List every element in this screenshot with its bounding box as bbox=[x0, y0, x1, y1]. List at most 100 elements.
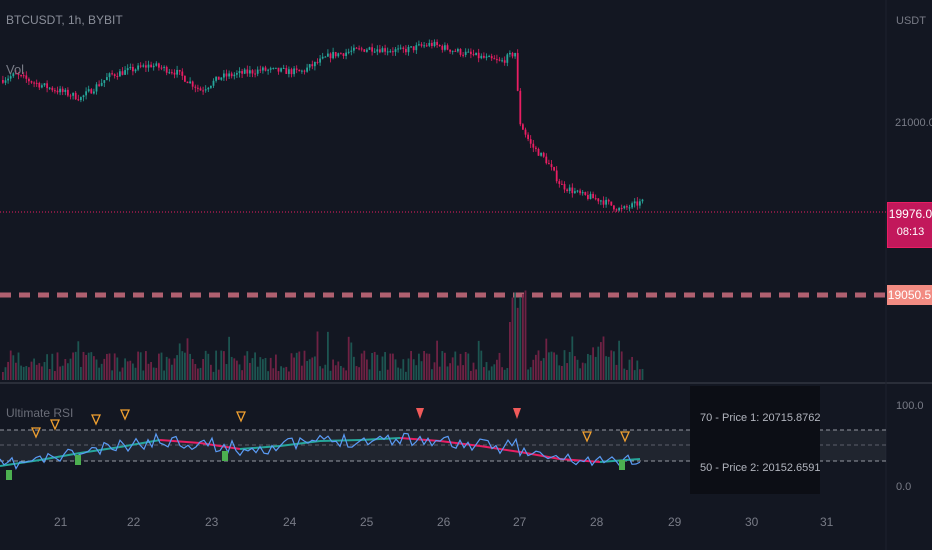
volume-bar bbox=[433, 362, 436, 380]
candle-body bbox=[540, 152, 542, 156]
volume-bar bbox=[496, 359, 498, 380]
volume-bar bbox=[160, 352, 163, 380]
candle-body bbox=[64, 89, 67, 92]
candle-body bbox=[74, 92, 77, 100]
date-label: 21 bbox=[54, 515, 68, 529]
candle-body bbox=[56, 90, 59, 93]
candle-body bbox=[613, 205, 615, 210]
candle-body bbox=[256, 69, 259, 74]
volume-bar bbox=[441, 351, 444, 380]
volume-bar bbox=[347, 336, 350, 380]
rsi-pane-title[interactable]: Ultimate RSI bbox=[6, 406, 74, 420]
candle-body bbox=[197, 87, 199, 89]
candle-body bbox=[158, 63, 160, 68]
volume-bar bbox=[626, 369, 628, 380]
volume-pane-title[interactable]: Vol bbox=[6, 62, 25, 77]
candle-body bbox=[85, 91, 87, 96]
candle-body bbox=[636, 201, 639, 206]
candle-body bbox=[150, 64, 152, 68]
volume-bar bbox=[197, 368, 199, 380]
volume-bar bbox=[451, 357, 454, 380]
candle-body bbox=[272, 67, 275, 69]
candle-body bbox=[311, 64, 314, 67]
candle-body bbox=[7, 78, 9, 81]
candle-body bbox=[277, 67, 280, 72]
candle-body bbox=[129, 66, 132, 69]
volume-bar bbox=[394, 359, 397, 380]
candle-body bbox=[537, 148, 540, 156]
date-label: 23 bbox=[205, 515, 219, 529]
volume-bar bbox=[345, 370, 347, 380]
volume-bar bbox=[332, 359, 334, 380]
candle-body bbox=[249, 70, 251, 74]
volume-bar bbox=[610, 350, 613, 380]
candle-body bbox=[550, 164, 553, 168]
candle-body bbox=[496, 59, 498, 61]
candle-body bbox=[308, 64, 311, 68]
candle-body bbox=[95, 84, 98, 92]
candle-body bbox=[259, 69, 262, 71]
volume-bar bbox=[467, 353, 470, 380]
volume-bar bbox=[134, 367, 137, 380]
volume-bar bbox=[407, 358, 410, 380]
candle-body bbox=[353, 47, 355, 51]
info-line-1: 70 - Price 1: 20715.8762 bbox=[700, 412, 821, 424]
volume-bar bbox=[579, 368, 581, 380]
candle-body bbox=[412, 46, 415, 51]
candle-body bbox=[428, 42, 431, 46]
volume-bar bbox=[165, 356, 168, 380]
volume-bar bbox=[303, 350, 306, 380]
volume-bar bbox=[33, 358, 35, 380]
volume-bar bbox=[132, 363, 134, 380]
candle-body bbox=[314, 61, 316, 67]
candle-body bbox=[444, 45, 446, 50]
symbol-title[interactable]: BTCUSDT, 1h, BYBIT bbox=[6, 13, 123, 27]
buy-signal-icon bbox=[619, 460, 625, 470]
volume-bar bbox=[425, 353, 428, 380]
volume-bar bbox=[254, 352, 256, 380]
volume-bar bbox=[272, 368, 275, 380]
volume-bar bbox=[176, 355, 178, 380]
volume-bar bbox=[225, 364, 228, 380]
volume-bar bbox=[7, 361, 9, 380]
rsi-signal-segment bbox=[0, 459, 41, 467]
candle-body bbox=[262, 67, 264, 71]
candle-body bbox=[418, 44, 420, 46]
candle-body bbox=[631, 203, 633, 208]
volume-bar bbox=[444, 352, 446, 380]
candle-body bbox=[51, 87, 54, 91]
volume-bar bbox=[121, 367, 124, 380]
candle-body bbox=[217, 76, 220, 80]
volume-bar bbox=[150, 361, 152, 380]
candle-body bbox=[15, 73, 17, 75]
volume-bar bbox=[12, 355, 15, 380]
volume-bar bbox=[493, 364, 496, 380]
volume-bar bbox=[376, 354, 379, 380]
volume-bar bbox=[438, 366, 441, 380]
volume-bar bbox=[251, 358, 254, 380]
candle-body bbox=[334, 52, 337, 57]
candle-body bbox=[236, 73, 238, 75]
volume-bar bbox=[207, 353, 210, 380]
volume-bar bbox=[246, 351, 249, 380]
volume-bar bbox=[56, 352, 59, 380]
candle-body bbox=[449, 49, 451, 52]
candle-body bbox=[238, 71, 241, 74]
volume-bar bbox=[618, 340, 620, 380]
volume-bar bbox=[316, 331, 319, 380]
volume-bar bbox=[639, 369, 641, 380]
candle-body bbox=[246, 69, 249, 74]
candle-body bbox=[488, 56, 490, 58]
volume-bar bbox=[355, 366, 358, 380]
candle-body bbox=[4, 80, 7, 83]
volume-bar bbox=[480, 350, 483, 380]
candle-body bbox=[503, 60, 506, 63]
candle-body bbox=[155, 63, 158, 66]
candle-body bbox=[121, 71, 124, 75]
candle-body bbox=[555, 170, 558, 182]
candle-body bbox=[22, 75, 25, 77]
volume-bar bbox=[368, 369, 371, 380]
volume-bar bbox=[319, 366, 321, 380]
volume-bar bbox=[152, 367, 155, 380]
